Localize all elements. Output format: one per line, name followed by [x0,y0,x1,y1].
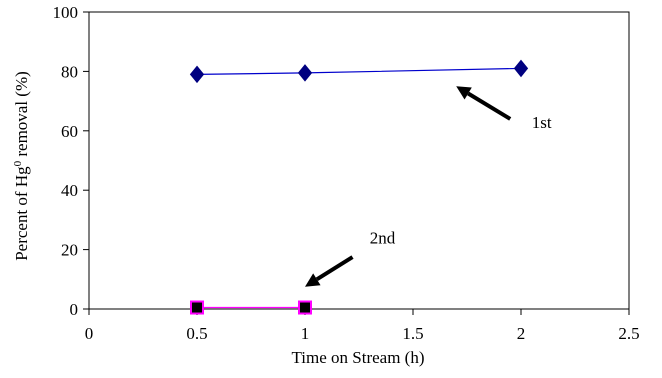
annotation-label: 2nd [370,229,396,248]
series-1-point [189,65,205,84]
annotation-arrow-head [456,86,472,100]
y-tick-label: 60 [61,122,78,141]
annotation-layer: 1st 2nd [305,86,552,287]
x-tick-label: 1.5 [402,324,423,343]
y-axis-title-rest: removal (%) [12,71,31,161]
series-2-point [190,300,204,315]
y-axis: 0 20 40 60 80 100 [53,3,89,319]
x-axis-title: Time on Stream (h) [291,348,424,367]
x-tick-label: 0 [85,324,94,343]
annotation-arrow-head [305,273,321,287]
plot-frame [88,11,630,310]
x-tick-label: 0.5 [186,324,207,343]
x-axis: 0 0.5 1 1.5 2 2.5 [85,309,640,343]
series-1-point [513,59,529,78]
y-tick-label: 20 [61,241,78,260]
annotation-arrow-shaft [315,255,354,282]
annotation-arrow-shaft [467,91,512,121]
y-tick-label: 0 [70,300,79,319]
series-1-line [196,67,522,75]
y-tick-label: 80 [61,62,78,81]
series-2-point [298,300,312,315]
x-tick-label: 2 [517,324,526,343]
annotation-label: 1st [532,113,552,132]
x-tick-label: 2.5 [618,324,639,343]
plot-area-border [88,11,630,310]
y-axis-title-superscript: 0 [12,160,24,166]
y-axis-title: Percent of Hg0 removal (%) [12,71,31,261]
y-tick-label: 40 [61,181,78,200]
y-tick-label: 100 [53,3,79,22]
y-axis-title-main: Percent of Hg [12,166,31,261]
series-layer [189,59,529,315]
series-1-point [297,64,313,82]
x-tick-label: 1 [301,324,310,343]
